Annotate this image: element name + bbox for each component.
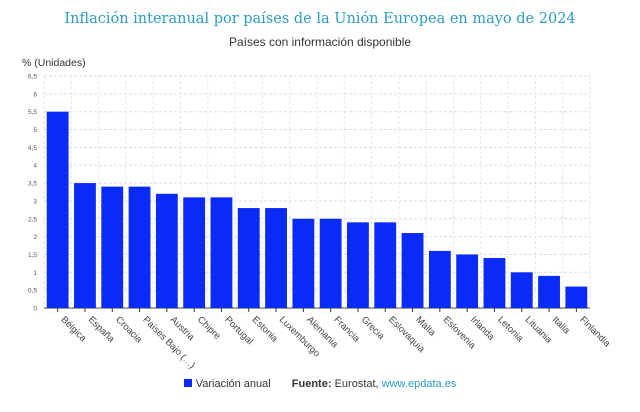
bar [401, 233, 424, 308]
y-tick-label: 5 [33, 127, 37, 134]
source-link[interactable]: www.epdata.es [381, 378, 457, 390]
x-tick-label: Finlandia [577, 314, 613, 350]
chart-subtitle: Países con información disponible [228, 35, 412, 49]
bar [74, 183, 96, 308]
y-tick-label: 6 [33, 91, 37, 98]
y-tick-label: 3,5 [28, 181, 37, 188]
bar [510, 272, 533, 308]
y-tick-label: 5,5 [28, 109, 37, 116]
y-tick-label: 1,5 [28, 252, 37, 259]
x-tick-label: Estonia [250, 314, 281, 345]
x-tick-label: Croacia [113, 314, 144, 345]
bar [128, 186, 151, 308]
y-tick-label: 0,5 [28, 288, 37, 295]
x-tick-label: Letonia [495, 314, 525, 344]
x-tick-label: Grecia [359, 314, 387, 342]
bar [101, 186, 124, 308]
bar [483, 258, 506, 308]
bar [428, 250, 451, 308]
y-tick-label: 1 [33, 270, 37, 277]
y-tick-label: 2,5 [28, 216, 37, 223]
y-tick-label: 4,5 [28, 145, 37, 152]
source-name: Eurostat, [334, 378, 379, 390]
bar [265, 208, 287, 308]
y-tick-label: 6,5 [28, 74, 37, 81]
bar [347, 222, 369, 308]
bar [292, 218, 315, 308]
x-tick-label: Portugal [222, 314, 255, 347]
bar [46, 111, 69, 308]
y-tick-label: 4 [33, 163, 37, 170]
bar [237, 208, 260, 308]
x-tick-label: España [86, 314, 117, 345]
source-label: Fuente: [291, 378, 332, 390]
source-credit: Fuente: Eurostat, www.epdata.es [292, 378, 457, 390]
chart-title: Inflación interanual por países de la Un… [64, 11, 576, 27]
x-tick-label: Lituania [523, 314, 555, 346]
bar [374, 222, 397, 308]
bar [210, 197, 233, 308]
legend: Variación anual Fuente: Eurostat, www.ep… [0, 378, 640, 390]
y-tick-label: 2 [33, 234, 37, 241]
x-tick-label: Chipre [195, 314, 223, 342]
legend-swatch [183, 379, 192, 387]
bar [456, 254, 479, 308]
bar [538, 275, 560, 308]
y-tick-label: 3 [33, 198, 37, 205]
bar [565, 286, 588, 308]
y-tick-label: 0 [33, 306, 37, 313]
x-tick-label: Malta [413, 314, 438, 339]
legend-item-variacion-anual[interactable]: Variación anual [183, 378, 274, 390]
x-tick-label: Bélgica [59, 314, 89, 344]
legend-label: Variación anual [195, 378, 271, 390]
bar [319, 218, 342, 308]
y-axis-label: % (Unidades) [22, 57, 86, 69]
bar [155, 193, 178, 308]
x-tick-label: Italia [550, 314, 572, 336]
bar [183, 197, 206, 308]
